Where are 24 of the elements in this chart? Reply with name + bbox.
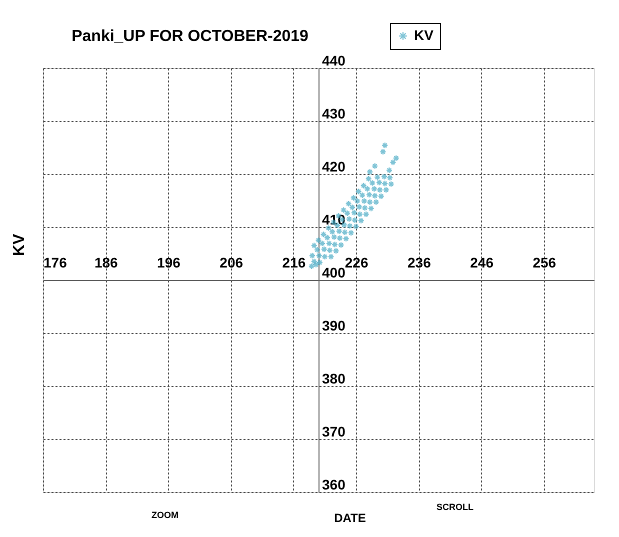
y-tick-label: 360 — [322, 476, 346, 492]
y-tick-label: 370 — [322, 424, 346, 440]
x-tick-label: 226 — [344, 254, 368, 270]
x-axis-title: DATE — [334, 511, 366, 525]
x-tick-label: 206 — [220, 254, 244, 270]
x-tick-label: 176 — [44, 254, 68, 270]
y-tick-label: 430 — [322, 106, 346, 122]
x-tick-label: 256 — [532, 254, 556, 270]
x-tick-label: 186 — [94, 254, 118, 270]
y-tick-label: 420 — [322, 158, 346, 174]
y-tick-label: 380 — [322, 370, 346, 386]
x-tick-label: 216 — [282, 254, 306, 270]
y-tick-label: 400 — [322, 264, 346, 280]
chart-title: Panki_UP FOR OCTOBER-2019 — [72, 28, 309, 45]
text: SCROLL — [436, 502, 474, 512]
legend-label: KV — [414, 27, 434, 43]
y-axis-title: KV — [11, 234, 28, 256]
y-tick-label: 410 — [322, 212, 346, 228]
x-tick-label: 246 — [470, 254, 494, 270]
x-tick-label: 196 — [157, 254, 181, 270]
text: ZOOM — [152, 510, 178, 520]
x-tick-label: 236 — [408, 254, 432, 270]
y-tick-label: 440 — [322, 52, 346, 68]
y-tick-label: 390 — [322, 318, 346, 334]
